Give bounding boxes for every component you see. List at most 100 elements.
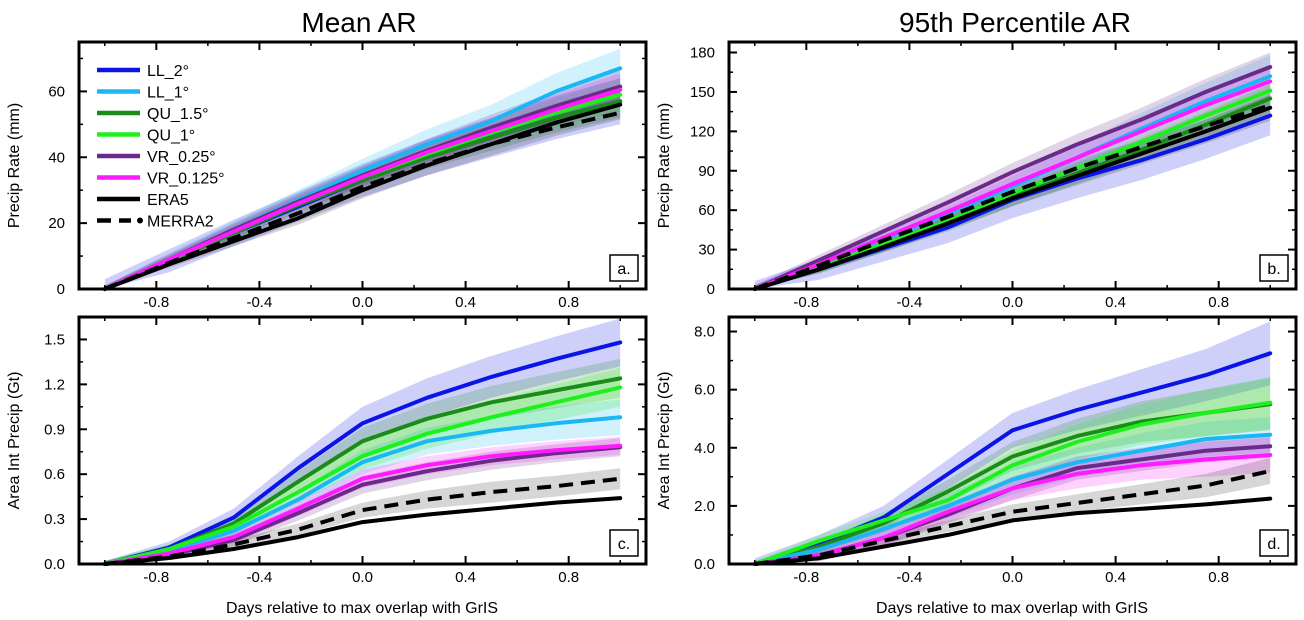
y-tick-label: 0.3 [44, 511, 65, 528]
panel-label: a. [609, 254, 639, 282]
legend-label: MERRA2 [147, 214, 214, 231]
legend-label: VR_0.25° [147, 149, 216, 166]
y-tick-label: 0.0 [694, 556, 715, 573]
y-axis-label: Precip Rate (mm) [656, 103, 673, 228]
legend-label: LL_1° [147, 85, 189, 102]
series-line-ll-2- [102, 340, 623, 566]
band-ll-2- [104, 318, 621, 564]
x-tick-label: 0.0 [1002, 569, 1023, 586]
y-tick-label: 60 [698, 202, 715, 219]
x-tick-label: 0.0 [352, 569, 373, 586]
series-line-vr-0-125- [752, 453, 1273, 566]
y-tick-label: 1.2 [44, 376, 65, 393]
series-lines [752, 65, 1273, 291]
x-tick-label: -0.8 [793, 294, 819, 311]
x-tick-label: -0.8 [143, 569, 169, 586]
band-ll-2- [754, 321, 1271, 564]
panel-label-box [609, 254, 639, 282]
legend-entry: ERA5 [97, 192, 189, 209]
series-lines [752, 351, 1273, 566]
series-line-vr-0-125- [102, 443, 623, 566]
column-title-95th-percentile-ar: 95th Percentile AR [899, 7, 1131, 38]
x-tick-label: -0.4 [246, 569, 272, 586]
panel-d: 0.0 2.0 4.0 6.0 8.0 -0.8 -0.4 0.0 0.4 0.8 Area Int… [656, 315, 1298, 586]
y-tick-label: 0.6 [44, 466, 65, 483]
legend-entry: LL_2° [97, 63, 189, 80]
series-line-merra2 [754, 103, 1271, 291]
series-lines [102, 66, 623, 291]
series-line-ll-1- [752, 432, 1273, 566]
x-tick-label: 0.0 [1002, 294, 1023, 311]
legend-entry: QU_1° [97, 128, 195, 145]
y-tick-label: 20 [48, 215, 65, 232]
y-tick-label: 4.0 [694, 440, 715, 457]
panel-c: 0.0 0.3 0.6 0.9 1.2 1.5 -0.8 -0.4 0.0 0.4 0.8 Area … [6, 315, 648, 586]
panel-label-text: c. [618, 536, 630, 553]
legend-entry: LL_1° [97, 85, 189, 102]
series-line-era5 [752, 496, 1273, 566]
legend-entry: VR_0.125° [97, 171, 225, 188]
y-tick-label: 0 [707, 281, 715, 298]
panel-label-text: b. [1267, 261, 1280, 278]
band-ll-1- [104, 399, 621, 564]
y-tick-label: 40 [48, 149, 65, 166]
panel-b: 0 30 60 90 120 150 180 -0.8 -0.4 0.0 0.4 0.8 Precip … [656, 40, 1298, 311]
series-line-qu-1- [752, 400, 1273, 566]
legend: LL_2° LL_1° QU_1.5° QU_1° VR_0.25° VR_0.125° E… [97, 63, 225, 231]
y-tick-label: 0.9 [44, 421, 65, 438]
y-tick-label: 0 [57, 281, 65, 298]
panel-label-text: d. [1267, 536, 1280, 553]
panel-label-box [1259, 254, 1289, 282]
legend-label: ERA5 [147, 192, 189, 209]
band-qu-1-5- [104, 358, 621, 564]
x-axis-label-right: Days relative to max overlap with GrIS [876, 600, 1148, 617]
y-tick-label: 2.0 [694, 498, 715, 515]
legend-label: LL_2° [147, 63, 189, 80]
y-tick-label: 150 [690, 84, 715, 101]
panel-label: c. [609, 529, 639, 557]
y-axis-label: Precip Rate (mm) [6, 103, 23, 228]
panel-label: d. [1259, 529, 1289, 557]
y-tick-label: 90 [698, 163, 715, 180]
x-tick-label: 0.4 [455, 569, 476, 586]
x-tick-label: 0.8 [558, 569, 579, 586]
series-line-vr-0-125- [102, 87, 623, 291]
y-axis-label: Area Int Precip (Gt) [656, 372, 673, 510]
panel-a: 0 20 40 60 -0.8 -0.4 0.0 0.4 0.8 Precip Rate (mm)… [6, 40, 648, 311]
band-qu-1- [104, 367, 621, 564]
series-line-era5 [752, 105, 1273, 291]
y-tick-label: 30 [698, 242, 715, 259]
legend-label: QU_1° [147, 128, 195, 145]
panel-label-text: a. [617, 261, 630, 278]
band-ll-1- [754, 55, 1271, 289]
y-tick-label: 1.5 [44, 331, 65, 348]
series-line-ll-1- [102, 415, 623, 566]
x-tick-label: -0.4 [896, 294, 922, 311]
panel-label-box [1259, 529, 1289, 557]
x-axis-label-left: Days relative to max overlap with GrIS [226, 600, 498, 617]
series-line-era5 [102, 496, 623, 566]
x-tick-label: 0.4 [1105, 294, 1126, 311]
y-tick-label: 0.0 [44, 556, 65, 573]
legend-entry: MERRA2 [97, 214, 214, 231]
x-tick-label: -0.4 [896, 569, 922, 586]
panel-label-box [609, 529, 639, 557]
y-tick-label: 6.0 [694, 382, 715, 399]
y-tick-label: 120 [690, 123, 715, 140]
series-line-qu-1- [102, 385, 623, 566]
x-tick-label: -0.4 [246, 294, 272, 311]
legend-label: VR_0.125° [147, 171, 225, 188]
x-tick-label: -0.8 [793, 569, 819, 586]
x-tick-label: 0.8 [1208, 294, 1229, 311]
x-tick-label: 0.4 [1105, 569, 1126, 586]
column-title-mean-ar: Mean AR [301, 7, 416, 38]
x-tick-label: 0.8 [1208, 569, 1229, 586]
panel-label: b. [1259, 254, 1289, 282]
y-axis-label: Area Int Precip (Gt) [6, 372, 23, 510]
y-tick-label: 60 [48, 83, 65, 100]
x-tick-label: 0.4 [455, 294, 476, 311]
band-vr-0-125- [754, 67, 1271, 289]
legend-entry: QU_1.5° [97, 106, 209, 123]
series-lines [102, 340, 623, 566]
